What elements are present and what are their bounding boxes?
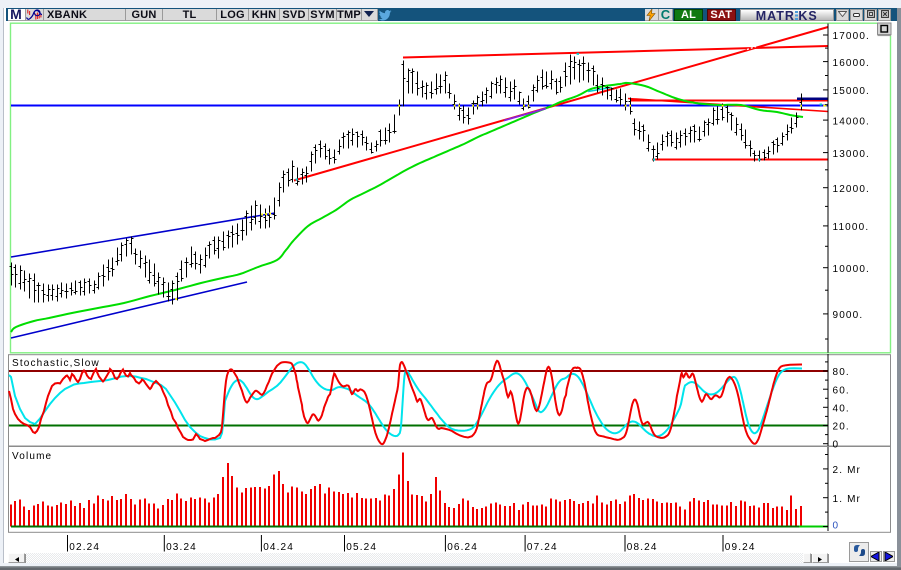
svg-text:0: 0 xyxy=(833,521,840,532)
svg-text:20.: 20. xyxy=(833,422,850,433)
svg-text:0: 0 xyxy=(833,440,840,451)
svg-text:13000.: 13000. xyxy=(833,149,871,160)
svg-text:80.: 80. xyxy=(833,367,850,378)
svg-text:14000.: 14000. xyxy=(833,116,871,127)
svg-text:07.24: 07.24 xyxy=(527,542,558,553)
svg-text:11000.: 11000. xyxy=(833,222,870,233)
svg-text:08.24: 08.24 xyxy=(627,542,658,553)
svg-text:9000.: 9000. xyxy=(833,310,864,321)
svg-text:02.24: 02.24 xyxy=(69,542,100,553)
svg-text:03.24: 03.24 xyxy=(166,542,197,553)
svg-text:Stochastic,Slow: Stochastic,Slow xyxy=(12,358,100,369)
svg-text:12000.: 12000. xyxy=(833,184,871,195)
svg-text:40.: 40. xyxy=(833,404,850,415)
svg-text:16000.: 16000. xyxy=(833,58,871,69)
svg-text:60.: 60. xyxy=(833,385,850,396)
svg-text:1. Mr: 1. Mr xyxy=(833,494,862,505)
svg-text:2. Mr: 2. Mr xyxy=(833,465,862,476)
svg-text:06.24: 06.24 xyxy=(447,542,478,553)
svg-text:04.24: 04.24 xyxy=(263,542,294,553)
svg-text:15000.: 15000. xyxy=(833,86,871,97)
svg-text:17000.: 17000. xyxy=(833,31,871,42)
svg-text:Volume: Volume xyxy=(12,451,52,462)
svg-text:10000.: 10000. xyxy=(833,264,871,275)
svg-text:05.24: 05.24 xyxy=(346,542,377,553)
svg-text:09.24: 09.24 xyxy=(725,542,756,553)
